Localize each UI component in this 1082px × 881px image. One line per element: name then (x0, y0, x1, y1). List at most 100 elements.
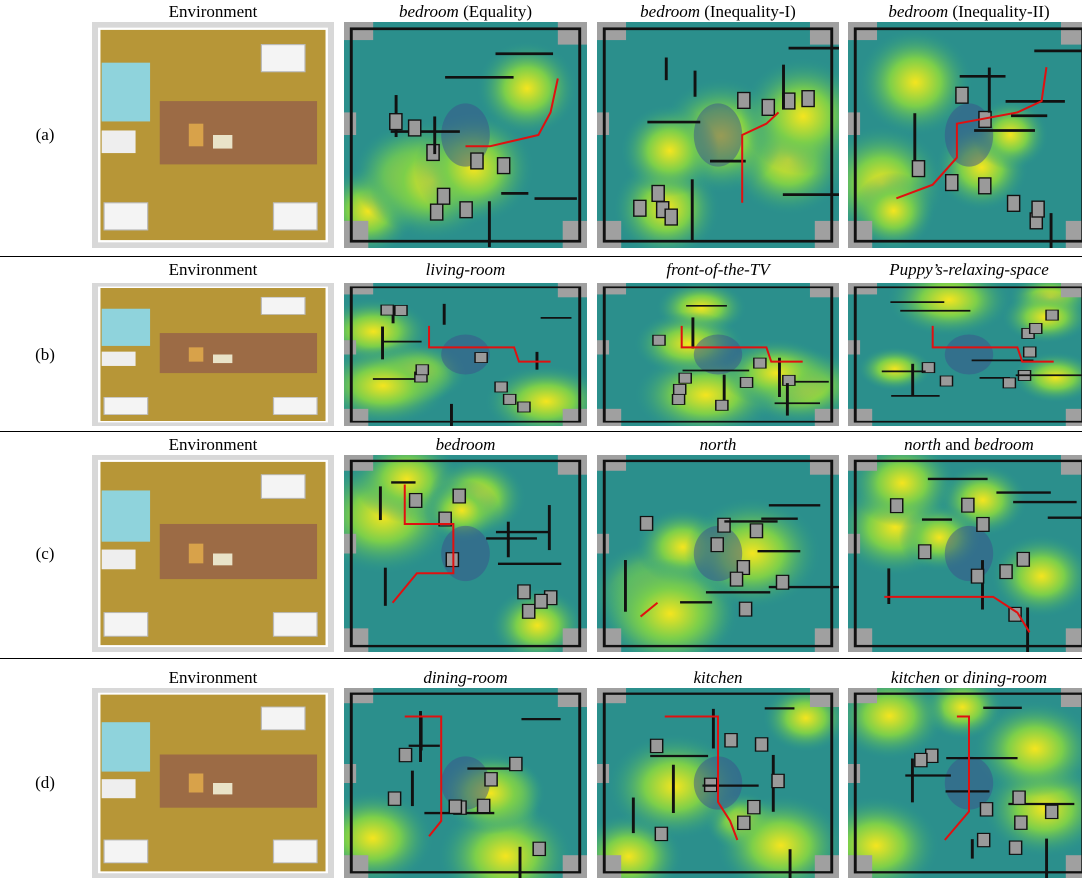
obstacle (1002, 377, 1017, 389)
bath (101, 130, 136, 154)
panel-title: front-of-the-TV (587, 260, 849, 280)
heatmap-image (344, 688, 587, 878)
title-part: living-room (425, 260, 506, 279)
row-divider (0, 256, 1082, 257)
panel-title: Environment (82, 435, 344, 455)
heat-blob (848, 688, 945, 760)
obstacle (955, 86, 969, 104)
heatmap-image (344, 283, 587, 426)
dark-zone (693, 525, 743, 582)
heatmap-image (344, 455, 587, 652)
obstacle (344, 22, 374, 41)
obstacle (389, 113, 403, 131)
bath (101, 722, 151, 772)
obstacle (911, 160, 926, 178)
planned-path (393, 485, 454, 603)
obstacle (738, 601, 753, 617)
obstacle (344, 283, 374, 295)
obstacle (754, 737, 769, 752)
title-part: Environment (168, 435, 258, 454)
obstacle (737, 91, 751, 110)
obstacle (1065, 220, 1082, 248)
planned-path (429, 326, 551, 362)
title-part: bedroom (435, 435, 496, 454)
obstacle (652, 334, 666, 346)
obstacle (597, 22, 627, 41)
title-part: (Equality) (458, 2, 532, 21)
heatmap-image (597, 283, 839, 426)
obstacle (761, 98, 776, 116)
obstacle (380, 304, 395, 316)
obstacle (814, 855, 839, 878)
floor (159, 333, 318, 374)
obstacle (1045, 309, 1059, 321)
obstacle (976, 516, 990, 532)
heat-blob (858, 29, 973, 136)
title-part: front-of-the-TV (666, 260, 770, 279)
floor (159, 754, 318, 808)
bath (101, 549, 136, 570)
obstacle (678, 372, 692, 384)
environment-image (92, 688, 334, 878)
obstacle (344, 628, 369, 652)
obstacle (739, 376, 754, 388)
wall (853, 692, 1082, 874)
heatmap-image (597, 455, 839, 652)
obstacle (517, 584, 531, 600)
obstacle (809, 283, 839, 298)
heat-blob (848, 455, 956, 527)
obstacle (429, 203, 444, 221)
obstacle (775, 574, 790, 590)
obstacle (557, 455, 587, 475)
environment-image (92, 22, 334, 248)
panel-title: Puppy’s-relaxing-space (838, 260, 1082, 280)
bed (272, 839, 318, 864)
bed (103, 612, 149, 637)
heat-blob (490, 587, 584, 652)
obstacle (1060, 455, 1082, 475)
obstacle (562, 220, 587, 248)
bath (101, 490, 151, 542)
obstacle (344, 408, 369, 426)
bath (101, 779, 136, 799)
wall (602, 286, 834, 423)
environment-image (92, 283, 334, 426)
planned-path (641, 603, 658, 617)
title-part: Environment (168, 2, 258, 21)
obstacle (664, 208, 678, 226)
title-part: bedroom (888, 2, 949, 21)
title-part: Environment (168, 260, 258, 279)
obstacle (1014, 815, 1028, 830)
heatmap-image (848, 455, 1082, 652)
panel-title: dining-room (334, 668, 597, 688)
obstacle (814, 220, 839, 248)
floor (159, 523, 318, 580)
obstacle (651, 184, 665, 202)
dark-zone (693, 334, 743, 375)
obstacle (809, 455, 839, 475)
environment-image (92, 455, 334, 652)
planned-path (466, 79, 558, 147)
panel-title: Environment (82, 668, 344, 688)
row-label: (c) (35, 543, 55, 563)
wall (349, 459, 582, 648)
obstacle (415, 364, 430, 376)
obstacle (509, 756, 523, 772)
heat-blob (719, 339, 834, 407)
obstacle (961, 497, 975, 513)
wall (853, 459, 1082, 648)
panel-title: Environment (82, 2, 344, 22)
obstacle (1016, 551, 1031, 567)
obstacle (1028, 323, 1043, 334)
obstacle (1060, 22, 1082, 45)
obstacle (1065, 408, 1082, 426)
dark-zone (441, 334, 490, 375)
obstacle (1065, 855, 1082, 878)
dark-zone (693, 103, 743, 167)
obstacle (977, 177, 992, 195)
obstacle (848, 220, 873, 248)
obstacle (1008, 840, 1023, 855)
obstacle (344, 220, 369, 248)
panel-title: kitchen (587, 668, 849, 688)
obstacle (848, 455, 878, 471)
